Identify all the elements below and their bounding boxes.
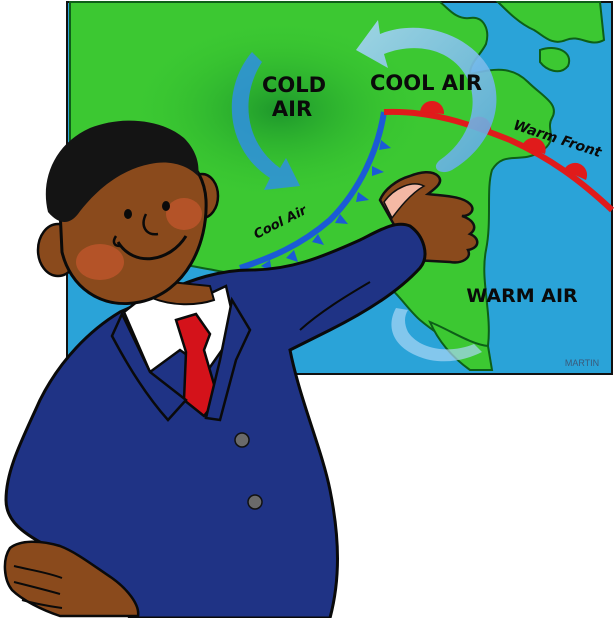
- left-lapel: [110, 311, 188, 422]
- presenter-character: [3, 120, 479, 618]
- eye: [124, 209, 132, 219]
- cheek-blush: [76, 244, 124, 280]
- suit-jacket: [4, 222, 427, 618]
- cool-air-arrow: [356, 20, 497, 173]
- warm-air-arrow: [391, 308, 482, 362]
- label-cold-air-1: COLD: [262, 73, 326, 97]
- cold-front: [239, 111, 391, 272]
- lower-hand: [3, 540, 140, 618]
- eye: [162, 201, 170, 211]
- head: [36, 120, 220, 305]
- hair: [45, 120, 199, 222]
- peninsula: [428, 320, 494, 371]
- right-lapel: [204, 296, 252, 422]
- nose: [142, 213, 159, 236]
- smile: [116, 235, 188, 261]
- jacket-button: [247, 494, 263, 510]
- sleeve-fold: [299, 281, 371, 331]
- smile-corner: [112, 235, 121, 248]
- label-cool-air: COOL AIR: [370, 71, 482, 95]
- island-small: [539, 47, 571, 73]
- hand-palm-highlight: [383, 183, 426, 220]
- artist-signature: MARTIN: [565, 358, 599, 368]
- label-cold-air-2: AIR: [272, 97, 312, 121]
- cheek-blush: [166, 198, 202, 230]
- jacket-button: [234, 432, 250, 448]
- label-warm-air: WARM AIR: [466, 285, 578, 307]
- cold-air-shading: [130, 20, 430, 200]
- finger-lines: [13, 565, 63, 609]
- island-top-right: [495, 1, 606, 44]
- cold-air-arrow: [231, 52, 300, 190]
